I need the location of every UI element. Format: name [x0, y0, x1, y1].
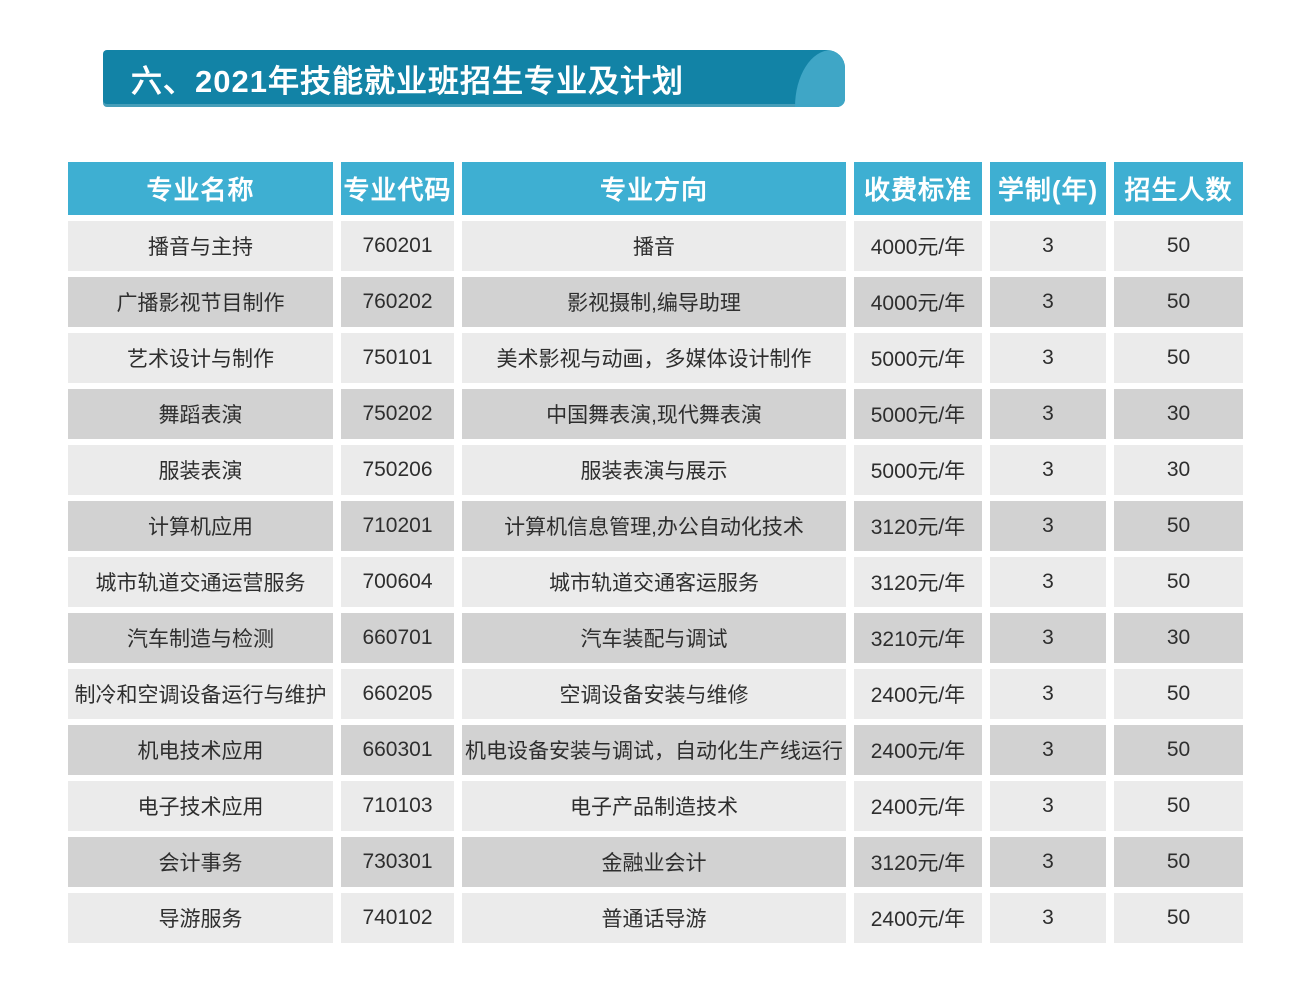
cell-fee: 3120元/年 [854, 501, 982, 551]
cell-major-code: 750202 [341, 389, 454, 439]
cell-major-code: 710201 [341, 501, 454, 551]
cell-enrollment: 50 [1114, 277, 1243, 327]
cell-major-name: 服装表演 [68, 445, 333, 495]
cell-major-name: 城市轨道交通运营服务 [68, 557, 333, 607]
cell-major-code: 750206 [341, 445, 454, 495]
enrollment-table: 专业名称 专业代码 专业方向 收费标准 学制(年) 招生人数 播音与主持 7602… [68, 162, 1243, 943]
cell-major-name: 机电技术应用 [68, 725, 333, 775]
cell-major-code: 660301 [341, 725, 454, 775]
column-header-major-name: 专业名称 [68, 162, 333, 215]
cell-years: 3 [990, 445, 1106, 495]
cell-years: 3 [990, 557, 1106, 607]
cell-major-direction: 空调设备安装与维修 [462, 669, 846, 719]
cell-major-direction: 电子产品制造技术 [462, 781, 846, 831]
cell-years: 3 [990, 893, 1106, 943]
cell-fee: 4000元/年 [854, 221, 982, 271]
cell-enrollment: 30 [1114, 389, 1243, 439]
cell-major-code: 760202 [341, 277, 454, 327]
cell-major-name: 广播影视节目制作 [68, 277, 333, 327]
cell-major-direction: 金融业会计 [462, 837, 846, 887]
cell-enrollment: 50 [1114, 333, 1243, 383]
cell-fee: 2400元/年 [854, 725, 982, 775]
column-header-enrollment: 招生人数 [1114, 162, 1243, 215]
cell-years: 3 [990, 837, 1106, 887]
cell-major-code: 700604 [341, 557, 454, 607]
cell-years: 3 [990, 389, 1106, 439]
cell-major-direction: 计算机信息管理,办公自动化技术 [462, 501, 846, 551]
column-header-major-direction: 专业方向 [462, 162, 846, 215]
cell-major-name: 计算机应用 [68, 501, 333, 551]
cell-major-name: 制冷和空调设备运行与维护 [68, 669, 333, 719]
cell-major-direction: 中国舞表演,现代舞表演 [462, 389, 846, 439]
cell-fee: 3120元/年 [854, 837, 982, 887]
cell-major-name: 会计事务 [68, 837, 333, 887]
cell-fee: 5000元/年 [854, 333, 982, 383]
cell-major-code: 660205 [341, 669, 454, 719]
cell-fee: 3210元/年 [854, 613, 982, 663]
cell-enrollment: 50 [1114, 893, 1243, 943]
section-title: 六、2021年技能就业班招生专业及计划 [131, 64, 684, 99]
column-header-years: 学制(年) [990, 162, 1106, 215]
column-header-fee: 收费标准 [854, 162, 982, 215]
section-banner: 六、2021年技能就业班招生专业及计划 [103, 50, 845, 107]
cell-major-code: 740102 [341, 893, 454, 943]
cell-enrollment: 50 [1114, 725, 1243, 775]
cell-fee: 4000元/年 [854, 277, 982, 327]
cell-major-name: 舞蹈表演 [68, 389, 333, 439]
cell-enrollment: 30 [1114, 445, 1243, 495]
cell-major-name: 汽车制造与检测 [68, 613, 333, 663]
cell-fee: 2400元/年 [854, 781, 982, 831]
cell-major-code: 750101 [341, 333, 454, 383]
cell-enrollment: 30 [1114, 613, 1243, 663]
cell-major-direction: 播音 [462, 221, 846, 271]
cell-major-name: 播音与主持 [68, 221, 333, 271]
cell-years: 3 [990, 669, 1106, 719]
cell-enrollment: 50 [1114, 501, 1243, 551]
cell-years: 3 [990, 781, 1106, 831]
cell-major-name: 电子技术应用 [68, 781, 333, 831]
cell-major-direction: 影视摄制,编导助理 [462, 277, 846, 327]
cell-major-direction: 普通话导游 [462, 893, 846, 943]
cell-fee: 2400元/年 [854, 669, 982, 719]
cell-enrollment: 50 [1114, 781, 1243, 831]
cell-years: 3 [990, 333, 1106, 383]
cell-years: 3 [990, 277, 1106, 327]
cell-major-name: 导游服务 [68, 893, 333, 943]
banner-cap-decoration [795, 50, 845, 107]
column-header-major-code: 专业代码 [341, 162, 454, 215]
cell-major-code: 730301 [341, 837, 454, 887]
cell-enrollment: 50 [1114, 557, 1243, 607]
cell-years: 3 [990, 725, 1106, 775]
cell-major-direction: 美术影视与动画，多媒体设计制作 [462, 333, 846, 383]
cell-major-name: 艺术设计与制作 [68, 333, 333, 383]
cell-major-direction: 机电设备安装与调试，自动化生产线运行 [462, 725, 846, 775]
cell-major-direction: 城市轨道交通客运服务 [462, 557, 846, 607]
cell-major-direction: 汽车装配与调试 [462, 613, 846, 663]
cell-enrollment: 50 [1114, 837, 1243, 887]
cell-years: 3 [990, 501, 1106, 551]
cell-major-code: 760201 [341, 221, 454, 271]
cell-major-direction: 服装表演与展示 [462, 445, 846, 495]
cell-fee: 5000元/年 [854, 445, 982, 495]
cell-enrollment: 50 [1114, 669, 1243, 719]
cell-major-code: 710103 [341, 781, 454, 831]
cell-fee: 5000元/年 [854, 389, 982, 439]
cell-years: 3 [990, 221, 1106, 271]
cell-years: 3 [990, 613, 1106, 663]
cell-fee: 3120元/年 [854, 557, 982, 607]
cell-enrollment: 50 [1114, 221, 1243, 271]
cell-major-code: 660701 [341, 613, 454, 663]
cell-fee: 2400元/年 [854, 893, 982, 943]
